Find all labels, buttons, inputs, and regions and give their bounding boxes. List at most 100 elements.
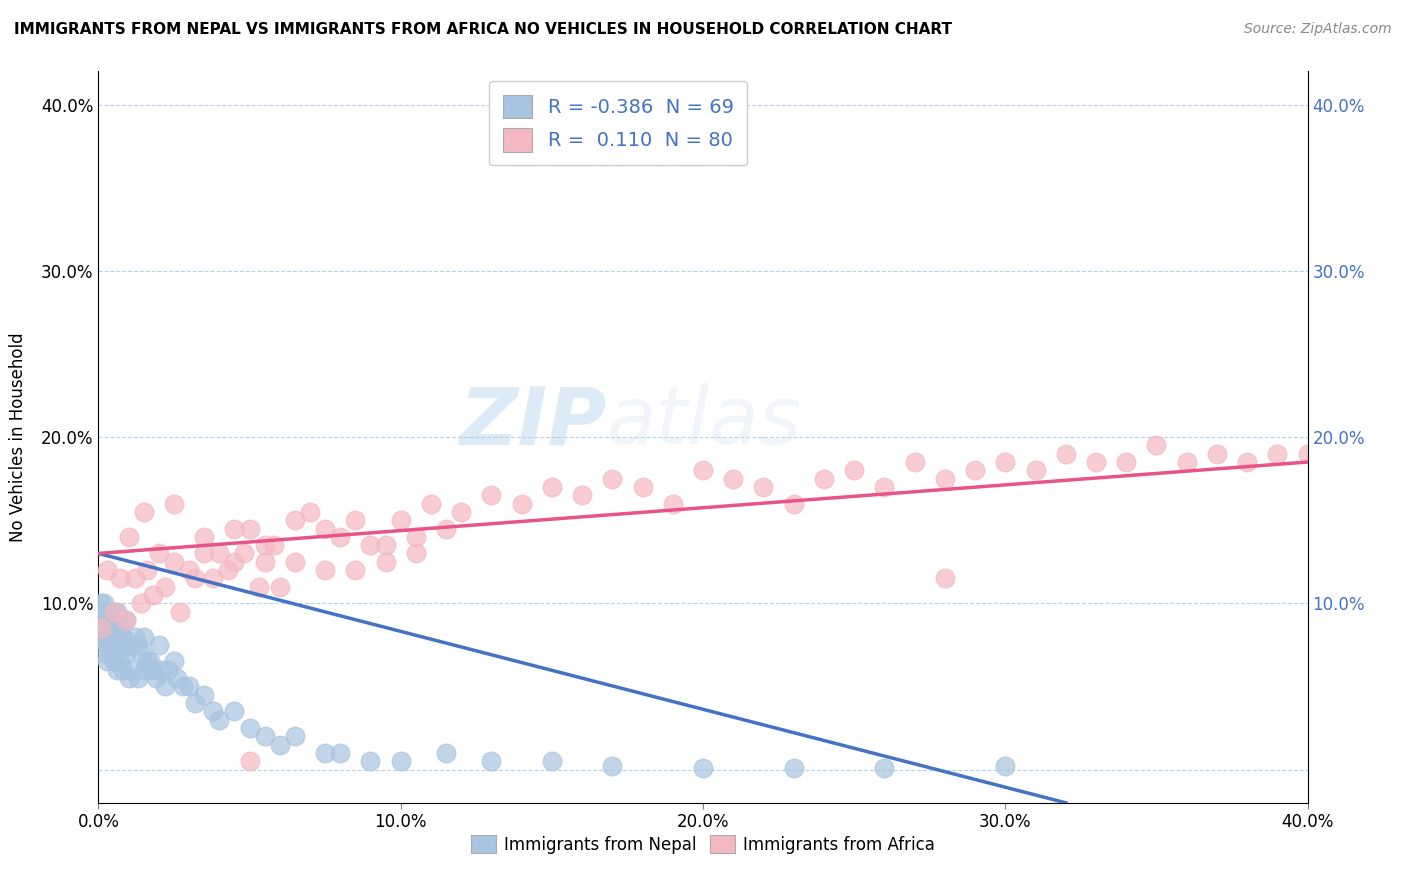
Text: ZIP: ZIP	[458, 384, 606, 461]
Point	[202, 705, 225, 719]
Point	[344, 513, 367, 527]
Point	[374, 555, 396, 569]
Point	[239, 754, 262, 768]
Point	[314, 746, 336, 760]
Point	[103, 605, 125, 619]
Point	[169, 605, 191, 619]
Point	[100, 630, 122, 644]
Point	[329, 530, 352, 544]
Point	[389, 754, 412, 768]
Point	[148, 638, 170, 652]
Point	[108, 621, 131, 635]
Point	[193, 546, 215, 560]
Point	[510, 497, 533, 511]
Point	[224, 521, 246, 535]
Point	[108, 655, 131, 669]
Point	[111, 663, 134, 677]
Point	[1115, 455, 1137, 469]
Point	[661, 497, 683, 511]
Point	[692, 463, 714, 477]
Text: atlas: atlas	[606, 384, 801, 461]
Point	[224, 705, 246, 719]
Point	[129, 596, 152, 610]
Point	[145, 671, 167, 685]
Point	[193, 688, 215, 702]
Point	[118, 638, 141, 652]
Point	[179, 563, 201, 577]
Point	[103, 630, 125, 644]
Point	[360, 538, 382, 552]
Point	[224, 555, 246, 569]
Point	[179, 680, 201, 694]
Point	[127, 638, 149, 652]
Point	[253, 538, 276, 552]
Point	[124, 630, 146, 644]
Point	[163, 655, 186, 669]
Point	[1175, 455, 1198, 469]
Point	[129, 646, 152, 660]
Point	[965, 463, 987, 477]
Point	[239, 721, 262, 735]
Point	[105, 663, 128, 677]
Point	[93, 613, 115, 627]
Point	[132, 663, 155, 677]
Point	[450, 505, 472, 519]
Point	[263, 538, 285, 552]
Point	[96, 655, 118, 669]
Point	[96, 638, 118, 652]
Point	[127, 671, 149, 685]
Point	[1296, 447, 1319, 461]
Point	[217, 563, 239, 577]
Point	[247, 580, 270, 594]
Point	[631, 480, 654, 494]
Point	[124, 571, 146, 585]
Point	[1054, 447, 1077, 461]
Point	[1024, 463, 1046, 477]
Point	[96, 563, 118, 577]
Point	[1206, 447, 1229, 461]
Point	[434, 746, 457, 760]
Point	[752, 480, 775, 494]
Point	[118, 671, 141, 685]
Point	[148, 546, 170, 560]
Point	[813, 472, 835, 486]
Point	[208, 713, 231, 727]
Point	[135, 563, 157, 577]
Point	[208, 546, 231, 560]
Point	[172, 680, 194, 694]
Point	[135, 655, 157, 669]
Point	[132, 505, 155, 519]
Point	[114, 613, 136, 627]
Point	[100, 646, 122, 660]
Y-axis label: No Vehicles in Household: No Vehicles in Household	[10, 332, 27, 542]
Point	[692, 761, 714, 775]
Point	[602, 759, 624, 773]
Point	[103, 655, 125, 669]
Point	[108, 571, 131, 585]
Point	[783, 497, 806, 511]
Point	[239, 521, 262, 535]
Point	[105, 638, 128, 652]
Point	[121, 663, 143, 677]
Point	[420, 497, 443, 511]
Point	[602, 472, 624, 486]
Point	[142, 588, 165, 602]
Point	[105, 605, 128, 619]
Point	[90, 621, 112, 635]
Point	[723, 472, 745, 486]
Point	[360, 754, 382, 768]
Point	[142, 663, 165, 677]
Point	[93, 630, 115, 644]
Point	[571, 488, 593, 502]
Point	[434, 521, 457, 535]
Point	[153, 580, 176, 594]
Text: Source: ZipAtlas.com: Source: ZipAtlas.com	[1244, 22, 1392, 37]
Point	[96, 621, 118, 635]
Point	[114, 613, 136, 627]
Point	[374, 538, 396, 552]
Point	[269, 580, 291, 594]
Point	[389, 513, 412, 527]
Point	[329, 746, 352, 760]
Point	[994, 759, 1017, 773]
Point	[100, 613, 122, 627]
